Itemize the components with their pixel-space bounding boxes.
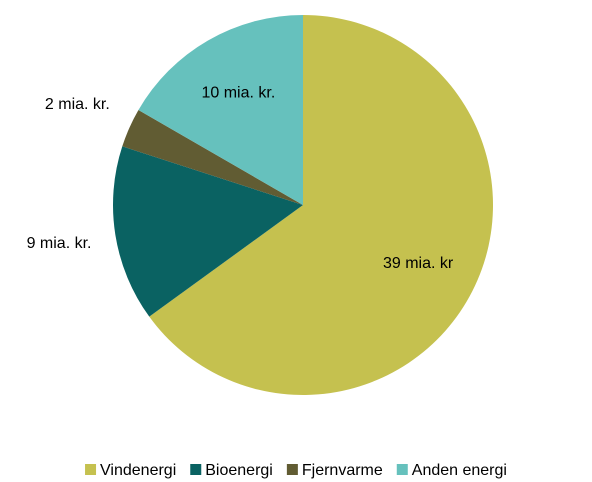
data-label: 39 mia. kr [383,255,454,272]
pie-slice [113,146,303,317]
legend-swatch [396,464,408,475]
pie-slice [122,110,304,205]
legend-label: Anden energi [412,462,507,479]
legend-swatch [85,464,97,475]
legend-label: Vindenergi [100,462,176,479]
pie-slice [149,15,494,396]
pie-slice [138,14,303,205]
data-label: 10 mia. kr. [201,84,275,101]
legend-swatch [286,464,298,475]
legend-swatch [190,464,202,475]
data-label: 9 mia. kr. [27,235,92,252]
legend-label: Fjernvarme [302,462,383,479]
legend-label: Bioenergi [205,462,273,479]
data-label: 2 mia. kr. [45,96,110,113]
